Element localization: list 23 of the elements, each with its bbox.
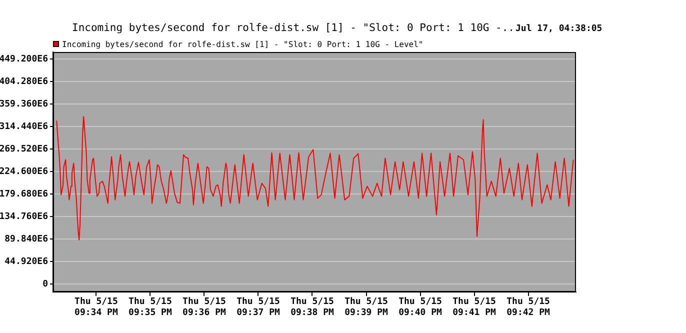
x-tick-label: Thu 5/15 09:36 PM <box>182 296 226 318</box>
x-tick-label: Thu 5/15 09:41 PM <box>452 296 497 318</box>
y-tick-label: 44.920E6 <box>4 256 48 267</box>
x-tick-label: Thu 5/15 09:42 PM <box>506 296 551 318</box>
x-tick-label: Thu 5/15 09:34 PM <box>74 296 118 318</box>
y-tick-label: 224.600E6 <box>0 166 48 177</box>
chart-subtitle: Jul 17, 04:38:05 <box>516 24 602 34</box>
x-tick-label: Thu 5/15 09:35 PM <box>128 296 172 318</box>
chart-title: Incoming bytes/second for rolfe-dist.sw [1] - "Slot: 0 Port: 1 10G -.. <box>72 22 515 34</box>
y-tick-label: 134.760E6 <box>0 212 48 222</box>
y-tick-label: 179.680E6 <box>0 189 48 200</box>
y-tick-label: 89.840E6 <box>4 234 48 244</box>
y-tick-label: 359.360E6 <box>0 99 48 110</box>
x-tick-label: Thu 5/15 09:38 PM <box>290 296 334 318</box>
y-tick-label: 0 <box>42 279 48 290</box>
x-tick-label: Thu 5/15 09:39 PM <box>344 296 389 318</box>
y-tick-label: 269.520E6 <box>0 144 48 154</box>
y-tick-label: 404.280E6 <box>0 76 48 87</box>
x-tick-label: Thu 5/15 09:37 PM <box>236 296 280 318</box>
legend-label: Incoming bytes/second for rolfe-dist.sw [1] - "Slot: 0 Port: 1 10G - Level" <box>62 40 424 49</box>
y-tick-label: 449.200E6 <box>0 54 48 64</box>
x-tick-label: Thu 5/15 09:40 PM <box>398 296 443 318</box>
y-tick-label: 314.440E6 <box>0 122 48 132</box>
